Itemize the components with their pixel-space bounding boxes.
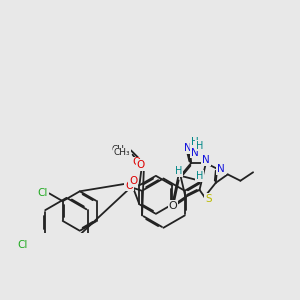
Text: N: N (191, 148, 199, 158)
Text: H: H (196, 140, 203, 151)
Text: O: O (169, 201, 178, 211)
Text: O: O (136, 160, 145, 170)
Text: O: O (133, 158, 141, 167)
Text: Cl: Cl (17, 239, 27, 250)
Text: S: S (205, 194, 211, 204)
Text: H: H (196, 171, 203, 181)
Text: NH: NH (184, 143, 200, 153)
Text: H: H (191, 137, 199, 147)
Text: H: H (175, 166, 182, 176)
Text: N: N (217, 164, 225, 174)
Text: N: N (202, 155, 210, 165)
Text: O: O (125, 181, 133, 190)
Text: Cl: Cl (38, 188, 48, 198)
Text: O: O (129, 176, 137, 186)
Text: CH₃: CH₃ (114, 148, 130, 158)
Text: CH₃: CH₃ (112, 145, 128, 154)
